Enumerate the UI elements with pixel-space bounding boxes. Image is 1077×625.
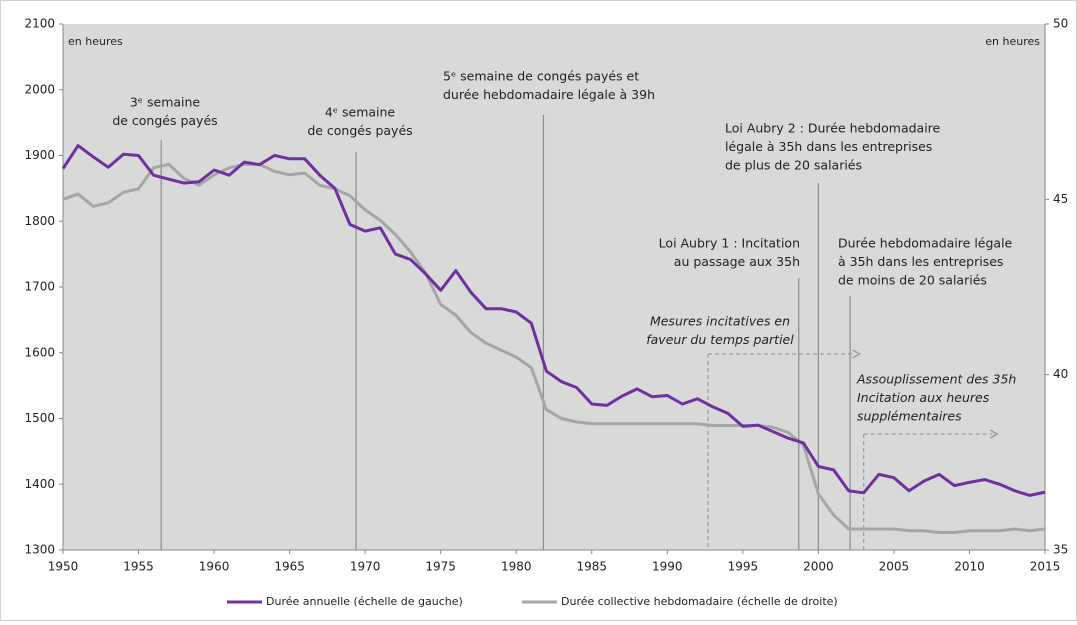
annotation-text: de congés payés bbox=[307, 123, 412, 138]
y-unit: en heures bbox=[68, 35, 123, 48]
annotation-text: Incitation aux heures bbox=[857, 390, 990, 405]
x-tick-label: 1970 bbox=[350, 560, 381, 574]
x-tick-label: 1995 bbox=[728, 560, 759, 574]
x-tick-label: 2015 bbox=[1030, 560, 1061, 574]
x-tick-label: 1965 bbox=[274, 560, 305, 574]
y-tick-label: 1500 bbox=[24, 411, 55, 425]
series-line bbox=[61, 144, 1046, 497]
annotation-text: de moins de 20 salariés bbox=[838, 273, 987, 288]
x-tick-label: 2010 bbox=[954, 560, 985, 574]
y-tick-label: 1700 bbox=[24, 280, 55, 294]
x-tick-label: 1985 bbox=[576, 560, 607, 574]
annotation-text: de congés payés bbox=[112, 113, 217, 128]
y2-tick-label: 35 bbox=[1053, 543, 1068, 557]
content: 1300 1400 1500 1600 1700 1800 1900 2000 2100 35 40… bbox=[24, 17, 1068, 609]
x-tick-label: 2000 bbox=[803, 560, 834, 574]
annotation-text: Durée hebdomadaire légale bbox=[838, 236, 1013, 251]
y-tick-label: 1800 bbox=[24, 214, 55, 228]
annotation-text: de plus de 20 salariés bbox=[725, 158, 862, 173]
annotation-text: Loi Aubry 1 : Incitation bbox=[659, 236, 800, 251]
legend-label: Durée collective hebdomadaire (échelle d… bbox=[561, 595, 838, 608]
annotation-text: durée hebdomadaire légale à 39h bbox=[443, 87, 655, 102]
y2-tick-label: 50 bbox=[1053, 17, 1068, 31]
y-tick-label: 1600 bbox=[24, 345, 55, 359]
annotation-text: au passage aux 35h bbox=[674, 254, 800, 269]
y2-unit: en heures bbox=[985, 35, 1040, 48]
y-tick-label: 1400 bbox=[24, 477, 55, 491]
plot-area bbox=[63, 24, 1045, 550]
x-tick-label: 1955 bbox=[123, 560, 154, 574]
annotation-text: 5ᵉ semaine de congés payés et bbox=[443, 69, 639, 84]
annotation-text: 3ᵉ semaine bbox=[130, 95, 201, 110]
annotation-text: à 35h dans les entreprises bbox=[838, 254, 1003, 269]
x-tick-label: 1950 bbox=[48, 560, 79, 574]
y2-tick-label: 45 bbox=[1053, 192, 1068, 206]
x-tick-label: 2005 bbox=[879, 560, 910, 574]
y-tick-label: 2000 bbox=[24, 82, 55, 96]
series-line bbox=[62, 162, 1046, 534]
y-tick-label: 2100 bbox=[24, 17, 55, 31]
x-tick-label: 1975 bbox=[425, 560, 456, 574]
arrow-head bbox=[852, 349, 862, 359]
x-tick-label: 1960 bbox=[199, 560, 230, 574]
y-tick-label: 1300 bbox=[24, 543, 55, 557]
x-tick-label: 1990 bbox=[652, 560, 683, 574]
annotation-text: supplémentaires bbox=[857, 409, 962, 424]
legend-label: Durée annuelle (échelle de gauche) bbox=[266, 595, 463, 608]
annotation-text: Mesures incitatives en bbox=[650, 314, 790, 329]
annotation-text: 4ᵉ semaine bbox=[325, 105, 396, 120]
x-tick-label: 1980 bbox=[501, 560, 532, 574]
y-tick-label: 1900 bbox=[24, 148, 55, 162]
annotation-text: Loi Aubry 2 : Durée hebdomadaire bbox=[725, 121, 941, 136]
annotation-text: faveur du temps partiel bbox=[646, 332, 794, 347]
arrow-head bbox=[989, 429, 999, 439]
annotation-text: Assouplissement des 35h bbox=[856, 372, 1016, 387]
annotation-text: légale à 35h dans les entreprises bbox=[725, 139, 932, 154]
y2-tick-label: 40 bbox=[1053, 367, 1068, 381]
